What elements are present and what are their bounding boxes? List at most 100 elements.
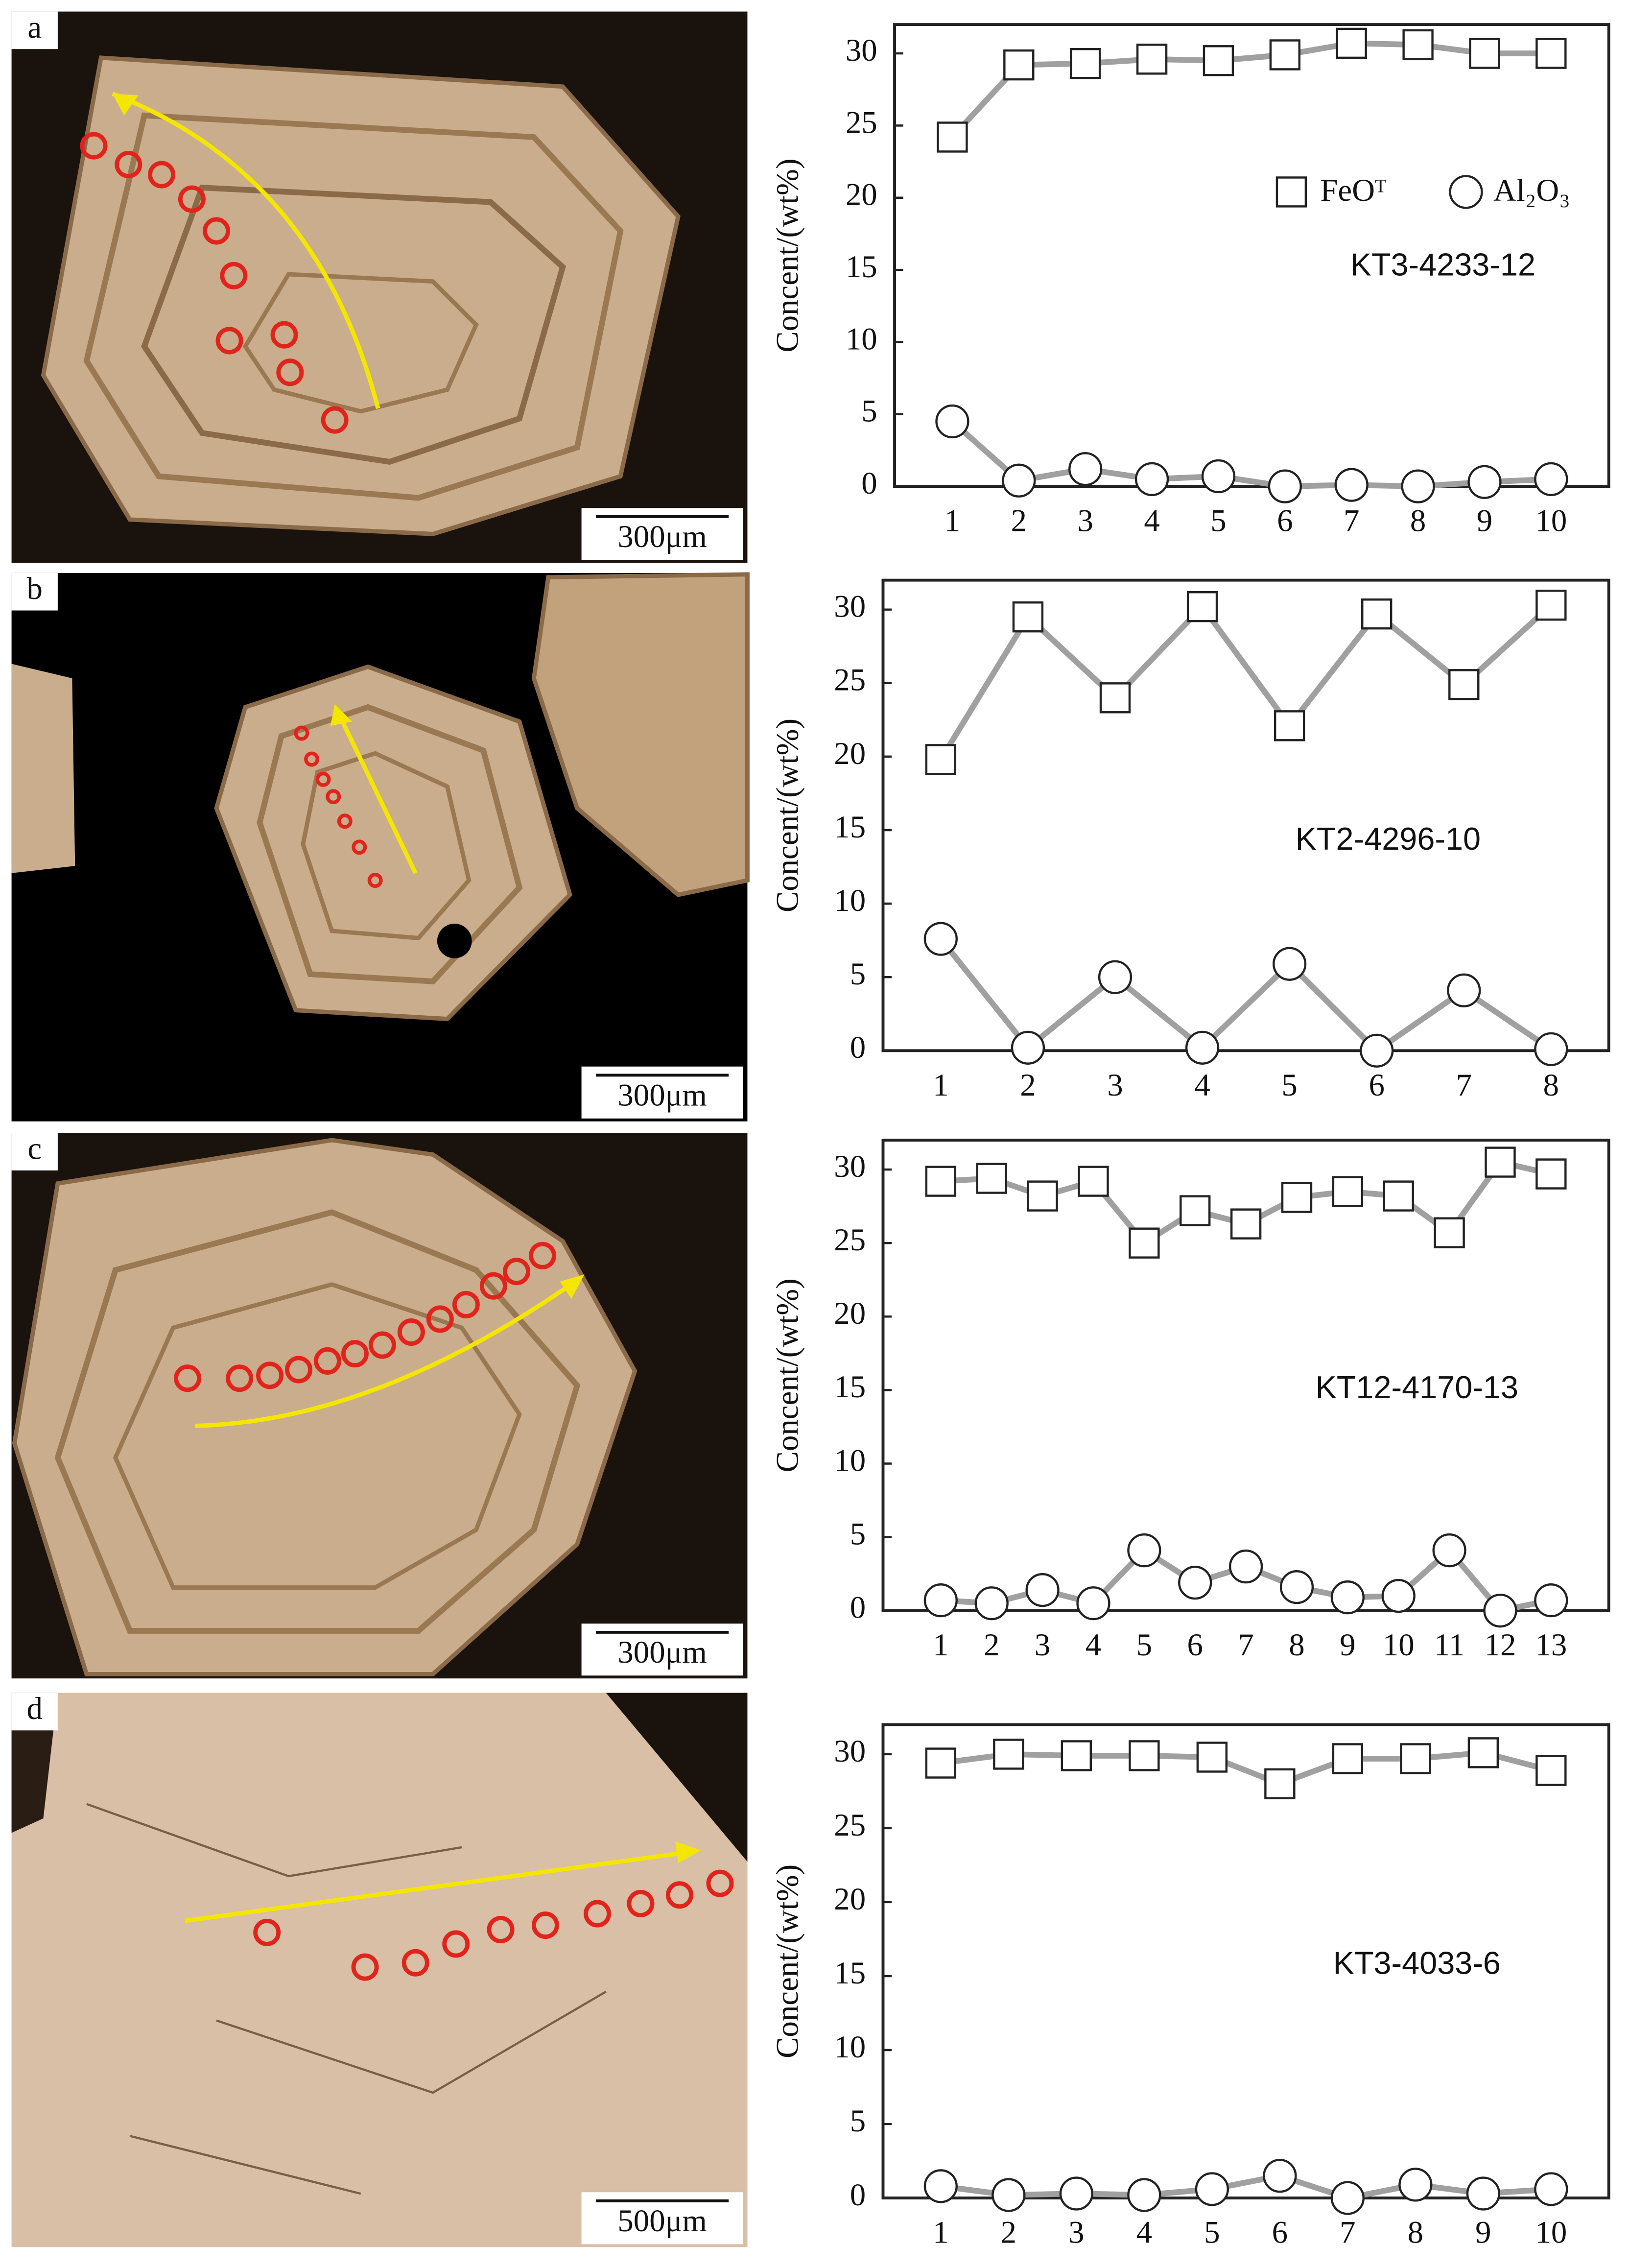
marker-square: [1469, 38, 1500, 69]
x-tick-label: 10: [1383, 1627, 1415, 1663]
scale-bar-label: 300μm: [617, 519, 707, 554]
marker-circle: [1025, 1573, 1060, 1607]
x-tick-label: 2: [1020, 1068, 1036, 1103]
marker-circle: [974, 1586, 1009, 1621]
x-tick-label: 1: [933, 2215, 948, 2250]
marker-circle: [1398, 2168, 1433, 2202]
x-tick-label: 2: [1011, 503, 1027, 539]
x-tick-label: 8: [1543, 1068, 1559, 1103]
photo-b: [11, 572, 750, 1122]
marker-square: [925, 744, 957, 775]
y-axis-label: Concent/(wt%): [770, 718, 805, 912]
y-tick-label: 25: [834, 1808, 866, 1843]
panel-label: c: [27, 1131, 42, 1166]
marker-circle: [1127, 2178, 1161, 2212]
marker-circle: [1534, 1583, 1568, 1618]
marker-square: [1129, 1740, 1160, 1771]
plot-frame: [881, 1139, 1610, 1612]
marker-square: [1027, 1180, 1058, 1212]
photo-c: [11, 1133, 748, 1679]
marker-circle: [1534, 1032, 1568, 1066]
y-tick-label: 10: [834, 883, 866, 918]
x-tick-label: 13: [1535, 1627, 1567, 1663]
scale-bar-label: 500μm: [617, 2203, 707, 2239]
marker-square: [937, 121, 968, 153]
marker-circle: [1466, 2176, 1500, 2211]
sample-label: KT2-4296-10: [1296, 821, 1481, 857]
marker-square: [1434, 1217, 1465, 1248]
y-tick-label: 10: [846, 321, 877, 357]
x-tick-label: 8: [1408, 2215, 1423, 2250]
marker-circle: [1011, 1030, 1045, 1065]
marker-square: [1281, 1182, 1313, 1213]
x-tick-label: 4: [1194, 1068, 1210, 1103]
marker-circle: [1134, 462, 1169, 496]
y-tick-label: 20: [834, 1882, 866, 1917]
marker-square: [1003, 49, 1035, 81]
x-tick-label: 4: [1144, 503, 1159, 539]
y-tick-label: 5: [861, 394, 877, 429]
y-tick-label: 15: [834, 810, 866, 845]
x-tick-label: 3: [1107, 1068, 1123, 1103]
marker-circle: [935, 404, 969, 439]
x-tick-label: 6: [1277, 503, 1293, 539]
y-axis-label: Concent/(wt%): [770, 1864, 805, 2058]
marker-square: [1196, 1742, 1228, 1773]
marker-square: [1264, 1768, 1296, 1800]
marker-square: [1448, 669, 1480, 700]
y-tick-label: 25: [834, 1222, 866, 1258]
x-tick-label: 3: [1035, 1627, 1050, 1663]
marker-circle: [1381, 1579, 1416, 1613]
marker-circle: [1467, 465, 1502, 499]
marker-circle: [1268, 469, 1302, 503]
sample-label: KT3-4233-12: [1350, 246, 1535, 282]
marker-circle: [1098, 960, 1133, 994]
marker-circle: [1447, 973, 1481, 1007]
x-tick-label: 7: [1340, 2215, 1355, 2250]
y-tick-label: 10: [834, 1443, 866, 1478]
y-tick-label: 5: [850, 2103, 866, 2139]
plot-frame: [881, 1723, 1610, 2200]
x-tick-label: 8: [1410, 503, 1426, 539]
marker-square: [1180, 1195, 1211, 1226]
x-tick-label: 12: [1485, 1627, 1516, 1663]
marker-square: [1402, 29, 1434, 61]
marker-circle: [1279, 1570, 1314, 1604]
x-tick-label: 6: [1272, 2215, 1288, 2250]
sample-label: KT3-4033-6: [1333, 1945, 1501, 1981]
y-tick-label: 5: [850, 956, 866, 992]
x-tick-label: 3: [1077, 503, 1093, 539]
y-tick-label: 0: [850, 1030, 866, 1065]
x-tick-label: 7: [1238, 1627, 1253, 1663]
x-tick-label: 7: [1344, 503, 1359, 539]
series-line: [950, 419, 1552, 490]
x-tick-label: 10: [1535, 503, 1567, 539]
legend-circle: [1449, 175, 1483, 209]
marker-circle: [1076, 1586, 1110, 1621]
x-tick-label: 5: [1210, 503, 1226, 539]
marker-circle: [923, 922, 958, 956]
scale-bar-label: 300μm: [617, 1077, 707, 1113]
marker-circle: [1360, 1033, 1394, 1068]
y-tick-label: 15: [834, 1369, 866, 1405]
x-tick-label: 11: [1434, 1627, 1464, 1663]
marker-circle: [1330, 1580, 1365, 1615]
marker-square: [1535, 38, 1567, 69]
panel-label: d: [27, 1691, 43, 1726]
marker-square: [925, 1747, 957, 1779]
marker-circle: [1127, 1533, 1161, 1568]
x-tick-label: 6: [1187, 1627, 1203, 1663]
marker-square: [1203, 45, 1234, 76]
marker-square: [993, 1739, 1024, 1770]
marker-square: [1070, 48, 1101, 79]
y-tick-label: 15: [834, 1956, 866, 1991]
panel-label-box: [11, 11, 58, 49]
y-tick-label: 0: [850, 2177, 866, 2213]
plot-frame: [893, 23, 1610, 488]
marker-square: [1467, 1737, 1499, 1768]
marker-circle: [1534, 462, 1568, 496]
panel-label: a: [27, 10, 42, 45]
y-tick-label: 25: [846, 105, 877, 140]
